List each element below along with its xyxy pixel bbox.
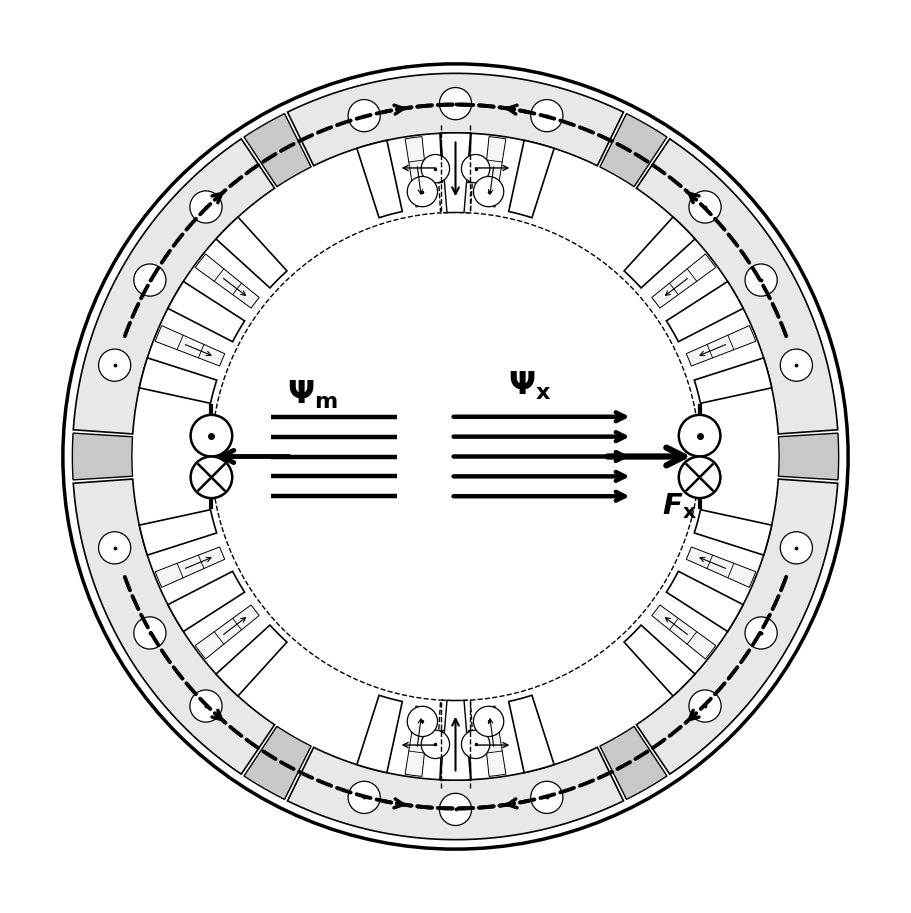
Circle shape: [679, 456, 721, 498]
Circle shape: [98, 349, 130, 382]
Polygon shape: [694, 358, 772, 404]
Polygon shape: [440, 133, 471, 213]
Circle shape: [439, 793, 472, 825]
Circle shape: [679, 415, 721, 456]
Circle shape: [745, 617, 777, 649]
Polygon shape: [168, 281, 245, 341]
Polygon shape: [72, 433, 132, 480]
Polygon shape: [599, 113, 667, 186]
Polygon shape: [637, 479, 838, 774]
Circle shape: [189, 191, 222, 223]
Polygon shape: [73, 479, 274, 774]
Polygon shape: [651, 605, 716, 659]
Circle shape: [474, 707, 504, 737]
Circle shape: [134, 617, 166, 649]
Polygon shape: [666, 572, 743, 632]
Polygon shape: [686, 326, 756, 366]
Polygon shape: [439, 183, 472, 213]
Polygon shape: [139, 358, 217, 404]
Polygon shape: [405, 706, 429, 776]
Circle shape: [98, 531, 130, 564]
Polygon shape: [357, 696, 403, 772]
Polygon shape: [624, 217, 695, 288]
Polygon shape: [694, 509, 772, 555]
Circle shape: [689, 690, 722, 722]
Polygon shape: [482, 706, 506, 776]
Polygon shape: [139, 509, 217, 555]
Polygon shape: [440, 133, 471, 206]
Text: $\boldsymbol{\Psi}_{\mathbf{m}}$: $\boldsymbol{\Psi}_{\mathbf{m}}$: [287, 379, 338, 411]
Polygon shape: [168, 572, 245, 632]
Circle shape: [348, 100, 380, 131]
Circle shape: [348, 782, 380, 813]
Circle shape: [531, 100, 563, 131]
Polygon shape: [155, 326, 225, 366]
Circle shape: [421, 730, 449, 759]
Circle shape: [190, 456, 232, 498]
Polygon shape: [508, 141, 554, 217]
Circle shape: [439, 88, 472, 120]
Polygon shape: [686, 547, 756, 587]
Circle shape: [189, 690, 222, 722]
Text: $\boldsymbol{F}_{\mathbf{x}}$: $\boldsymbol{F}_{\mathbf{x}}$: [661, 491, 697, 520]
Polygon shape: [508, 696, 554, 772]
Polygon shape: [440, 707, 471, 780]
Circle shape: [745, 264, 777, 296]
Polygon shape: [357, 141, 403, 217]
Polygon shape: [779, 433, 839, 480]
Polygon shape: [195, 605, 260, 659]
Polygon shape: [155, 547, 225, 587]
Polygon shape: [288, 748, 623, 840]
Text: $\boldsymbol{\Psi}_{\mathbf{x}}$: $\boldsymbol{\Psi}_{\mathbf{x}}$: [507, 370, 551, 402]
Polygon shape: [637, 139, 838, 434]
Polygon shape: [599, 727, 667, 800]
Polygon shape: [73, 139, 274, 434]
Polygon shape: [216, 625, 287, 696]
Circle shape: [462, 730, 490, 759]
Polygon shape: [244, 113, 312, 186]
Polygon shape: [216, 217, 287, 288]
Circle shape: [134, 264, 166, 296]
Polygon shape: [288, 73, 623, 165]
Circle shape: [531, 782, 563, 813]
Polygon shape: [439, 700, 472, 730]
Circle shape: [190, 415, 232, 456]
Circle shape: [407, 176, 437, 206]
Circle shape: [474, 176, 504, 206]
Circle shape: [407, 707, 437, 737]
Circle shape: [781, 531, 813, 564]
Polygon shape: [624, 625, 695, 696]
Polygon shape: [244, 727, 312, 800]
Polygon shape: [651, 254, 716, 308]
Polygon shape: [482, 137, 506, 207]
Polygon shape: [666, 281, 743, 341]
Circle shape: [781, 349, 813, 382]
Polygon shape: [405, 137, 429, 207]
Circle shape: [689, 191, 722, 223]
Polygon shape: [195, 254, 260, 308]
Polygon shape: [440, 700, 471, 780]
Circle shape: [421, 154, 449, 183]
Circle shape: [462, 154, 490, 183]
